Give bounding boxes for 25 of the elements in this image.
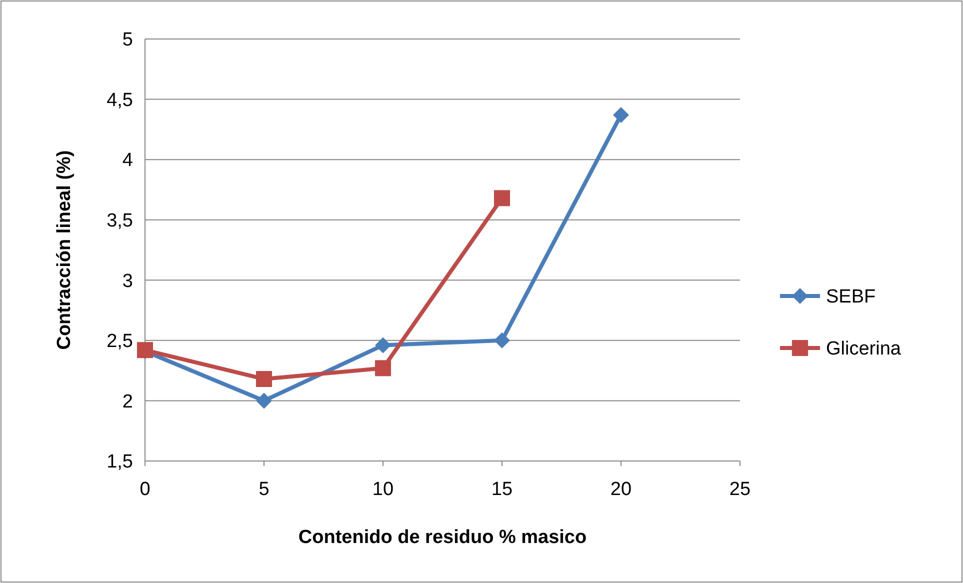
legend-label: SEBF [826,286,876,308]
y-tick-label: 3 [122,270,133,292]
y-tick-label: 5 [122,30,133,51]
x-tick-label: 10 [372,479,394,500]
point [613,106,629,123]
point [256,371,272,388]
y-tick-label: 4,5 [106,90,133,111]
y-tick-label: 2 [122,391,133,412]
legend-label: Glicerina [826,338,902,360]
x-tick-label: 0 [140,479,150,500]
y-axis-title: Contracción lineal (%) [54,150,75,350]
y-tick-label: 3,5 [106,210,133,232]
point [494,332,510,348]
x-tick-label: 5 [258,479,270,500]
y-tick-label: 2,5 [106,331,133,352]
point [256,392,272,409]
x-tick-label: 25 [729,479,751,500]
y-tick-label: 1,5 [106,452,133,473]
x-axis-title: Contenido de residuo % masico [298,527,587,548]
point [494,190,510,206]
y-tick-label: 4 [122,150,134,172]
x-tick-label: 15 [491,479,513,500]
point [375,337,391,354]
x-tick-label: 20 [610,479,632,500]
point [375,360,391,376]
